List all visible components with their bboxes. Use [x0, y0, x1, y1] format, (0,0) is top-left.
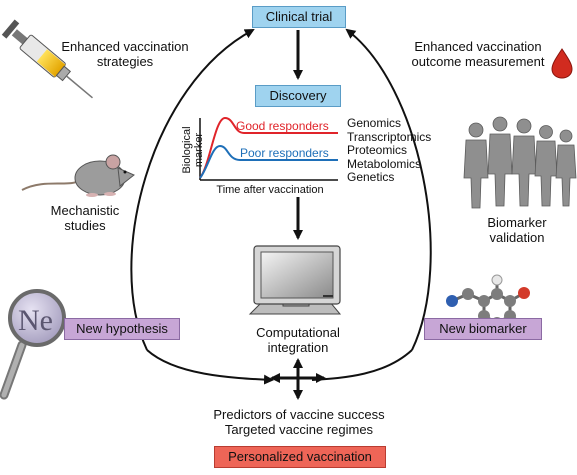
omics-item: Metabolomics [347, 156, 422, 171]
computer-icon [248, 245, 342, 315]
mechanistic-studies-label: Mechanistic studies [30, 203, 140, 233]
predictors-line-2: Targeted vaccine regimes [224, 422, 374, 437]
omics-item: Genomics [347, 116, 402, 130]
enhanced-outcome-line-2: outcome measurement [411, 54, 545, 69]
new-biomarker-box: New biomarker [424, 318, 542, 340]
enhanced-strategies-label: Enhanced vaccination strategies [55, 39, 195, 69]
computational-line-2: integration [267, 340, 329, 355]
enhanced-outcome-line-1: Enhanced vaccination [414, 39, 542, 54]
poor-responders-label: Poor responders [240, 146, 329, 160]
enhanced-strategies-line-2: strategies [96, 54, 154, 69]
arc-left-upper [130, 29, 255, 351]
magnifier-icon: Ne [0, 289, 66, 400]
discovery-box: Discovery [255, 85, 341, 107]
personalized-vaccination-box: Personalized vaccination [214, 446, 386, 468]
biomarker-val-line-2: validation [489, 230, 545, 245]
chart-y-axis-label: Biological marker [181, 120, 205, 180]
blood-drop-icon [551, 48, 573, 79]
arc-left-lower [146, 349, 274, 385]
omics-list: Genomics Transcriptomics Proteomics Meta… [347, 116, 432, 185]
mechanistic-line-2: studies [64, 218, 106, 233]
enhanced-outcome-label: Enhanced vaccination outcome measurement [408, 39, 548, 69]
computational-line-1: Computational [256, 325, 340, 340]
chart-y-label-line-2: marker [193, 132, 205, 168]
biomarker-val-line-1: Biomarker [487, 215, 547, 230]
good-responders-curve [199, 116, 338, 179]
responder-chart [199, 116, 338, 181]
biomarker-validation-label: Biomarker validation [462, 215, 572, 245]
syringe-icon [1, 19, 93, 99]
new-hypothesis-box: New hypothesis [64, 318, 180, 340]
enhanced-strategies-line-1: Enhanced vaccination [61, 39, 189, 54]
chart-y-label-line-1: Biological [181, 126, 193, 174]
flow-arrows [270, 30, 326, 400]
arc-right-upper [345, 28, 432, 351]
clinical-trial-box: Clinical trial [252, 6, 346, 28]
computational-integration-label: Computational integration [238, 325, 358, 355]
poor-responders-curve [199, 144, 338, 179]
mouse-icon [21, 154, 135, 197]
mechanistic-line-1: Mechanistic [50, 203, 120, 218]
omics-item: Transcriptomics [347, 129, 432, 144]
omics-item: Genetics [347, 170, 395, 184]
people-silhouettes-icon [463, 116, 577, 209]
predictors-label: Predictors of vaccine success Targeted v… [174, 407, 424, 437]
good-responders-label: Good responders [236, 119, 329, 133]
magnifier-text: Ne [18, 304, 53, 337]
chart-x-axis-label: Time after vaccination [216, 184, 324, 196]
omics-item: Proteomics [347, 143, 408, 157]
predictors-line-1: Predictors of vaccine success [213, 407, 385, 422]
